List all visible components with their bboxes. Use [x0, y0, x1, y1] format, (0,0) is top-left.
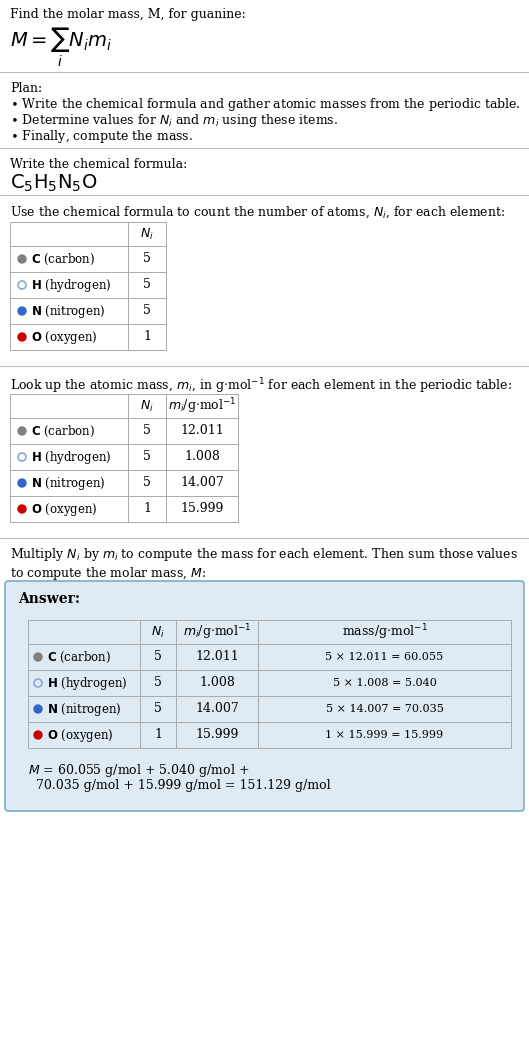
Text: 5: 5	[143, 305, 151, 317]
Text: Multiply $N_i$ by $m_i$ to compute the mass for each element. Then sum those val: Multiply $N_i$ by $m_i$ to compute the m…	[10, 546, 518, 583]
Text: $m_i$/g$\cdot$mol$^{-1}$: $m_i$/g$\cdot$mol$^{-1}$	[168, 396, 236, 415]
Bar	[10, 222, 166, 350]
Circle shape	[18, 255, 26, 264]
Text: $\mathbf{H}$ (hydrogen): $\mathbf{H}$ (hydrogen)	[31, 449, 111, 466]
Text: $M$ = 60.055 g/mol + 5.040 g/mol +: $M$ = 60.055 g/mol + 5.040 g/mol +	[28, 762, 250, 779]
Text: mass/g$\cdot$mol$^{-1}$: mass/g$\cdot$mol$^{-1}$	[342, 622, 427, 642]
Text: 70.035 g/mol + 15.999 g/mol = 151.129 g/mol: 70.035 g/mol + 15.999 g/mol = 151.129 g/…	[36, 779, 331, 792]
Text: 1: 1	[143, 331, 151, 344]
Text: $\bullet$ Determine values for $N_i$ and $m_i$ using these items.: $\bullet$ Determine values for $N_i$ and…	[10, 112, 338, 129]
Circle shape	[34, 705, 42, 713]
Text: Write the chemical formula:: Write the chemical formula:	[10, 158, 187, 171]
Text: $\mathbf{H}$ (hydrogen): $\mathbf{H}$ (hydrogen)	[47, 675, 127, 691]
FancyBboxPatch shape	[5, 581, 524, 811]
Text: 12.011: 12.011	[180, 425, 224, 437]
Text: $\bullet$ Write the chemical formula and gather atomic masses from the periodic : $\bullet$ Write the chemical formula and…	[10, 96, 521, 113]
Text: 5: 5	[154, 650, 162, 664]
Text: Plan:: Plan:	[10, 82, 42, 95]
Text: $\mathbf{N}$ (nitrogen): $\mathbf{N}$ (nitrogen)	[47, 701, 122, 718]
Text: Find the molar mass, M, for guanine:: Find the molar mass, M, for guanine:	[10, 8, 246, 21]
Text: $m_i$/g$\cdot$mol$^{-1}$: $m_i$/g$\cdot$mol$^{-1}$	[183, 622, 251, 642]
Text: 5 × 1.008 = 5.040: 5 × 1.008 = 5.040	[333, 678, 436, 688]
Text: 5 × 14.007 = 70.035: 5 × 14.007 = 70.035	[325, 704, 443, 714]
Circle shape	[18, 505, 26, 513]
Text: $M = \sum_i N_i m_i$: $M = \sum_i N_i m_i$	[10, 26, 112, 70]
Text: 1.008: 1.008	[199, 677, 235, 689]
Circle shape	[34, 653, 42, 661]
Bar	[10, 394, 238, 522]
Circle shape	[18, 281, 26, 289]
Text: 1: 1	[143, 503, 151, 515]
Text: $\mathbf{O}$ (oxygen): $\mathbf{O}$ (oxygen)	[31, 501, 97, 518]
Text: $N_i$: $N_i$	[140, 227, 154, 241]
Circle shape	[18, 479, 26, 487]
Text: 5: 5	[143, 425, 151, 437]
Text: 5: 5	[143, 476, 151, 489]
Text: Answer:: Answer:	[18, 592, 80, 606]
Text: 1: 1	[154, 728, 162, 742]
Circle shape	[18, 453, 26, 461]
Text: 12.011: 12.011	[195, 650, 239, 664]
Circle shape	[18, 427, 26, 435]
Text: $\mathbf{C}$ (carbon): $\mathbf{C}$ (carbon)	[31, 252, 95, 267]
Circle shape	[34, 731, 42, 739]
Text: Use the chemical formula to count the number of atoms, $N_i$, for each element:: Use the chemical formula to count the nu…	[10, 204, 505, 220]
Text: 5 × 12.011 = 60.055: 5 × 12.011 = 60.055	[325, 652, 443, 662]
Text: 15.999: 15.999	[195, 728, 239, 742]
Text: $\mathbf{O}$ (oxygen): $\mathbf{O}$ (oxygen)	[31, 329, 97, 346]
Text: 5: 5	[154, 677, 162, 689]
Text: $\mathsf{C_5H_5N_5O}$: $\mathsf{C_5H_5N_5O}$	[10, 173, 97, 194]
Text: $\bullet$ Finally, compute the mass.: $\bullet$ Finally, compute the mass.	[10, 128, 193, 145]
Text: 5: 5	[143, 253, 151, 266]
Text: 14.007: 14.007	[180, 476, 224, 489]
Circle shape	[18, 307, 26, 315]
Text: 5: 5	[143, 450, 151, 464]
Text: $\mathbf{C}$ (carbon): $\mathbf{C}$ (carbon)	[47, 649, 111, 664]
Text: 1 × 15.999 = 15.999: 1 × 15.999 = 15.999	[325, 730, 443, 740]
Text: 14.007: 14.007	[195, 703, 239, 716]
Text: 15.999: 15.999	[180, 503, 224, 515]
Text: $\mathbf{O}$ (oxygen): $\mathbf{O}$ (oxygen)	[47, 726, 113, 743]
Text: 5: 5	[154, 703, 162, 716]
Text: $\mathbf{N}$ (nitrogen): $\mathbf{N}$ (nitrogen)	[31, 474, 106, 491]
Text: $\mathbf{H}$ (hydrogen): $\mathbf{H}$ (hydrogen)	[31, 276, 111, 293]
Text: 5: 5	[143, 278, 151, 292]
Text: Look up the atomic mass, $m_i$, in g$\cdot$mol$^{-1}$ for each element in the pe: Look up the atomic mass, $m_i$, in g$\cd…	[10, 376, 512, 395]
Text: $N_i$: $N_i$	[140, 398, 154, 413]
Text: 1.008: 1.008	[184, 450, 220, 464]
Circle shape	[34, 679, 42, 687]
Circle shape	[18, 333, 26, 341]
Bar	[28, 620, 511, 748]
Text: $\mathbf{C}$ (carbon): $\mathbf{C}$ (carbon)	[31, 424, 95, 438]
Text: $N_i$: $N_i$	[151, 624, 165, 640]
Text: $\mathbf{N}$ (nitrogen): $\mathbf{N}$ (nitrogen)	[31, 302, 106, 319]
